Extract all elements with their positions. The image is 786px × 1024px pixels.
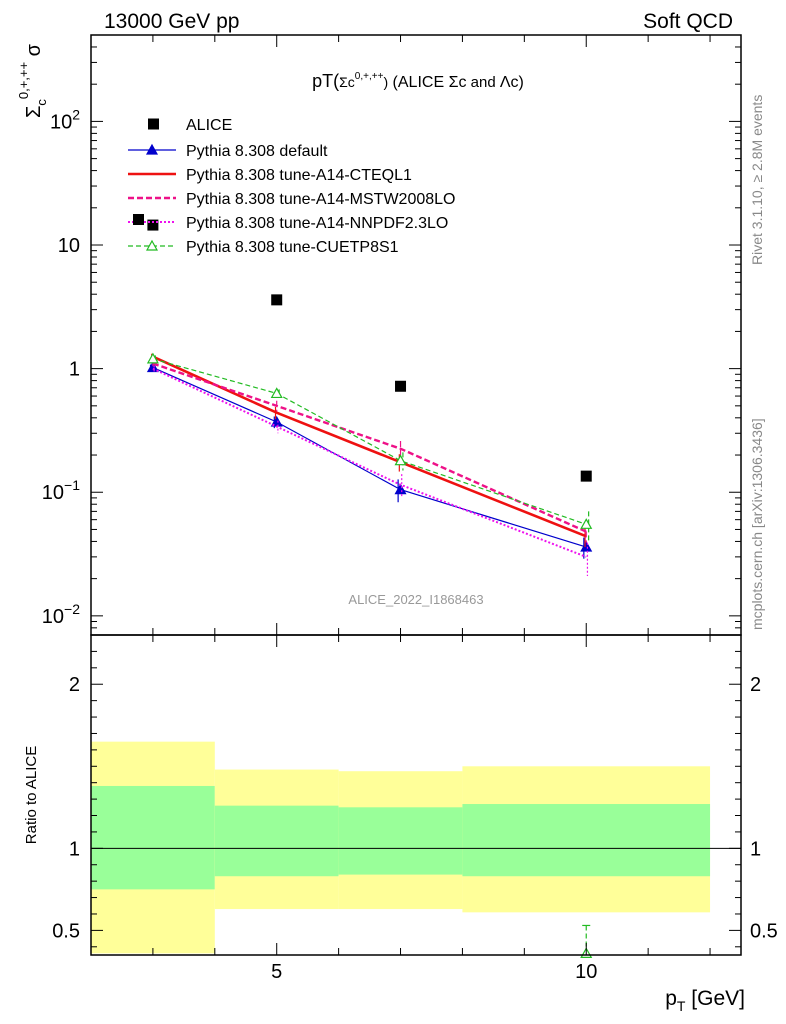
legend-label: Pythia 8.308 tune-A14-MSTW2008LO xyxy=(186,191,455,208)
data-marker xyxy=(395,380,407,392)
legend-marker-data xyxy=(148,118,159,130)
header-left: 13000 GeV pp xyxy=(104,10,239,33)
legend-label: Pythia 8.308 tune-A14-CTEQL1 xyxy=(186,167,412,184)
series-marker xyxy=(394,454,407,466)
legend: ALICE Pythia 8.308 default Pythia 8.308 tu… xyxy=(128,117,455,256)
series-marker xyxy=(580,540,593,552)
chart-title: pT(Σc0,+,++) (ALICE Σc and Λc) xyxy=(312,71,524,91)
x-tick-label: 10 xyxy=(575,961,597,983)
series-marker xyxy=(146,352,159,364)
legend-marker xyxy=(145,239,159,251)
data-marker xyxy=(580,470,592,482)
series-line xyxy=(152,358,587,525)
ratio-tick-label-left: 1 xyxy=(69,838,80,860)
data-marker xyxy=(271,294,283,306)
ratio-tick-label-left: 2 xyxy=(69,674,80,696)
y-tick-label: 10 xyxy=(58,235,80,257)
ratio-y-axis-label: Ratio to ALICE xyxy=(23,746,40,844)
ratio-tick-label-right: 2 xyxy=(750,674,761,696)
series-marker xyxy=(580,518,593,529)
legend-label: Pythia 8.308 tune-CUETP8S1 xyxy=(186,239,399,256)
y-tick-label: 10−1 xyxy=(42,477,80,504)
series-marker xyxy=(394,483,407,495)
series-line xyxy=(152,362,587,533)
ratio-tick-label-right: 1 xyxy=(750,838,761,860)
ratio-band-inner xyxy=(214,805,339,877)
y-tick-label: 102 xyxy=(50,106,80,133)
ratio-frame xyxy=(90,634,742,956)
legend-label: ALICE xyxy=(186,117,232,134)
ratio-tick-label-right: 0.5 xyxy=(750,920,778,942)
legend-marker xyxy=(145,143,159,155)
legend-label: Pythia 8.308 default xyxy=(186,143,328,160)
legend-marker-data-extra xyxy=(133,214,144,225)
series-marker xyxy=(146,361,159,373)
mcplots-label: mcplots.cern.ch [arXiv:1306.3436] xyxy=(749,418,765,630)
y-axis-label: Σc0,+,++ σ xyxy=(16,43,49,118)
legend-label: Pythia 8.308 tune-A14-NNPDF2.3LO xyxy=(186,215,448,232)
header-right: Soft QCD xyxy=(643,10,733,33)
rivet-label: Rivet 3.1.10, ≥ 2.8M events xyxy=(749,95,765,265)
ratio-band-inner xyxy=(91,785,215,890)
data-marker xyxy=(147,219,159,231)
series-line xyxy=(152,367,587,548)
series-line xyxy=(152,367,587,558)
ratio-band-inner xyxy=(338,807,463,875)
series-line xyxy=(152,355,587,538)
y-tick-label: 10−2 xyxy=(42,601,80,628)
y-tick-label: 1 xyxy=(69,359,80,381)
x-axis-label: pT [GeV] xyxy=(665,987,745,1014)
series-marker xyxy=(270,387,283,399)
ratio-plot-area xyxy=(91,741,741,954)
ratio-band-inner xyxy=(462,804,711,877)
analysis-label: ALICE_2022_I1868463 xyxy=(348,592,483,607)
x-tick-label: 5 xyxy=(271,961,282,983)
ratio-tick-label-left: 0.5 xyxy=(52,920,80,942)
